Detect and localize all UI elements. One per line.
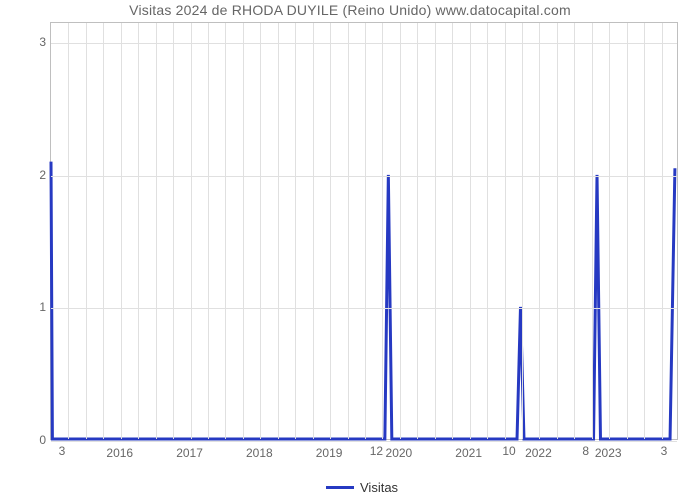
gridline-vertical xyxy=(609,23,610,439)
gridline-horizontal xyxy=(51,176,677,177)
legend-swatch xyxy=(326,486,354,489)
gridline-vertical xyxy=(86,23,87,439)
plot-area xyxy=(50,22,678,440)
gridline-vertical xyxy=(487,23,488,439)
x-tick-label: 2023 xyxy=(595,446,622,460)
gridline-vertical xyxy=(295,23,296,439)
gridline-vertical xyxy=(627,23,628,439)
gridline-vertical xyxy=(348,23,349,439)
gridline-vertical xyxy=(121,23,122,439)
gridline-vertical xyxy=(365,23,366,439)
gridline-vertical xyxy=(173,23,174,439)
gridline-vertical xyxy=(522,23,523,439)
data-point-label: 12 xyxy=(370,444,383,458)
gridline-vertical xyxy=(557,23,558,439)
gridline-vertical xyxy=(260,23,261,439)
data-point-label: 8 xyxy=(582,444,589,458)
gridline-vertical xyxy=(417,23,418,439)
data-point-label: 3 xyxy=(59,444,66,458)
x-tick-label: 2020 xyxy=(386,446,413,460)
y-tick-label: 1 xyxy=(32,300,46,314)
x-tick-label: 2022 xyxy=(525,446,552,460)
gridline-horizontal xyxy=(51,43,677,44)
y-tick-label: 3 xyxy=(32,35,46,49)
data-point-label: 10 xyxy=(502,444,515,458)
gridline-vertical xyxy=(208,23,209,439)
line-series xyxy=(51,23,677,439)
chart-container: Visitas 2024 de RHODA DUYILE (Reino Unid… xyxy=(0,0,700,500)
gridline-vertical xyxy=(313,23,314,439)
gridline-vertical xyxy=(505,23,506,439)
gridline-vertical xyxy=(138,23,139,439)
data-point-label: 3 xyxy=(661,444,668,458)
gridline-vertical xyxy=(382,23,383,439)
gridline-vertical xyxy=(103,23,104,439)
gridline-vertical xyxy=(574,23,575,439)
gridline-vertical xyxy=(452,23,453,439)
gridline-vertical xyxy=(191,23,192,439)
x-tick-label: 2018 xyxy=(246,446,273,460)
y-tick-label: 0 xyxy=(32,433,46,447)
gridline-horizontal xyxy=(51,308,677,309)
gridline-vertical xyxy=(225,23,226,439)
gridline-vertical xyxy=(400,23,401,439)
gridline-vertical xyxy=(644,23,645,439)
gridline-vertical xyxy=(662,23,663,439)
chart-title: Visitas 2024 de RHODA DUYILE (Reino Unid… xyxy=(0,2,700,18)
gridline-horizontal xyxy=(51,441,677,442)
gridline-vertical xyxy=(470,23,471,439)
y-tick-label: 2 xyxy=(32,168,46,182)
x-tick-label: 2021 xyxy=(455,446,482,460)
gridline-vertical xyxy=(156,23,157,439)
gridline-vertical xyxy=(435,23,436,439)
gridline-vertical xyxy=(539,23,540,439)
gridline-vertical xyxy=(243,23,244,439)
gridline-vertical xyxy=(330,23,331,439)
x-tick-label: 2016 xyxy=(106,446,133,460)
visits-line xyxy=(51,162,675,439)
legend: Visitas xyxy=(326,480,398,495)
legend-label: Visitas xyxy=(360,480,398,495)
gridline-vertical xyxy=(68,23,69,439)
x-tick-label: 2019 xyxy=(316,446,343,460)
gridline-vertical xyxy=(592,23,593,439)
gridline-vertical xyxy=(278,23,279,439)
x-tick-label: 2017 xyxy=(176,446,203,460)
